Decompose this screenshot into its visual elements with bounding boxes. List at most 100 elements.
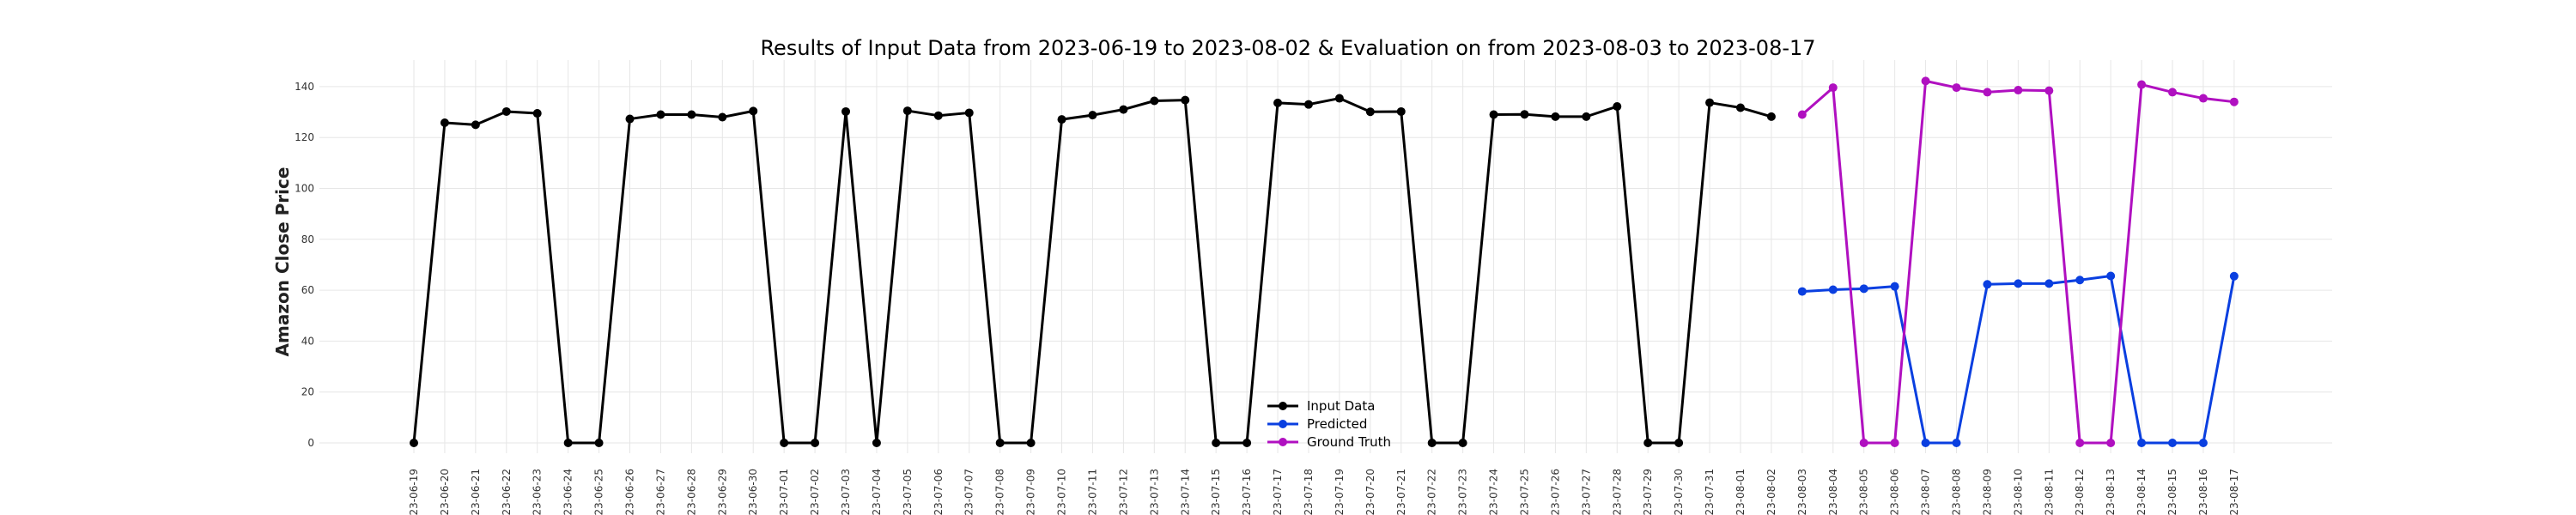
y-tick-label: 80 — [301, 233, 314, 245]
x-tick-label: -23-07-09 — [1025, 469, 1037, 515]
x-axis-ticks: -23-06-19 -23-06-20 -23-06-21 -23-06-22 -23-… — [408, 469, 2240, 515]
legend-entry: Predicted — [1267, 416, 1367, 432]
x-tick-label: -23-07-11 — [1086, 469, 1098, 515]
y-tick-label: 100 — [295, 183, 314, 195]
data-point — [501, 106, 511, 116]
data-point — [1890, 439, 1899, 447]
x-tick-label: -23-07-31 — [1704, 469, 1716, 515]
data-point — [532, 109, 542, 118]
x-tick-label: -23-07-17 — [1272, 469, 1284, 515]
x-tick-label: -23-07-23 — [1457, 469, 1469, 515]
x-tick-label: 023-08-15 — [2166, 469, 2178, 515]
data-point — [2075, 276, 2085, 285]
data-point — [1119, 105, 1128, 114]
series-input-data — [410, 94, 1776, 447]
data-point — [656, 110, 665, 119]
x-tick-label: -23-07-24 — [1488, 469, 1500, 515]
x-tick-label: -23-07-16 — [1241, 469, 1253, 515]
data-point — [1828, 83, 1838, 93]
legend-label: Ground Truth — [1307, 434, 1391, 450]
legend-entry: Ground Truth — [1267, 434, 1391, 450]
data-point — [2075, 439, 2085, 447]
x-tick-label: -23-06-27 — [654, 469, 666, 515]
data-point — [2168, 439, 2178, 447]
x-tick-label: -23-07-01 — [778, 469, 790, 515]
data-point — [1766, 112, 1776, 121]
data-point — [563, 439, 573, 447]
data-point — [440, 118, 449, 128]
data-point — [471, 120, 480, 130]
x-tick-label: 023-08-13 — [2105, 469, 2117, 515]
data-point — [1396, 106, 1406, 116]
legend-entry: Input Data — [1267, 398, 1375, 414]
x-tick-label: -23-06-20 — [439, 469, 451, 515]
y-tick-label: 60 — [301, 284, 314, 296]
x-tick-label: -23-07-25 — [1518, 469, 1530, 515]
data-point — [625, 114, 635, 124]
y-tick-label: 0 — [307, 437, 314, 449]
x-tick-label: -23-06-26 — [624, 469, 636, 515]
x-tick-label: 023-08-07 — [1920, 469, 1932, 515]
x-tick-label: -23-07-14 — [1179, 469, 1191, 515]
data-point — [1057, 115, 1066, 124]
x-tick-label: -23-07-15 — [1210, 469, 1222, 515]
x-tick-label: 023-08-17 — [2228, 469, 2240, 515]
x-tick-label: -23-08-01 — [1735, 469, 1747, 515]
data-point — [687, 110, 696, 119]
data-point — [1643, 439, 1653, 447]
x-tick-label: -23-06-19 — [408, 469, 420, 515]
data-point — [2044, 86, 2054, 95]
data-point — [749, 106, 758, 116]
x-tick-label: -23-07-27 — [1580, 469, 1592, 515]
data-point — [1551, 112, 1560, 121]
data-point — [1983, 280, 1992, 289]
y-axis-label: Amazon Close Price — [272, 167, 293, 357]
x-tick-label: 023-08-16 — [2197, 469, 2209, 515]
data-point — [1582, 112, 1591, 121]
x-tick-label: -23-07-21 — [1395, 469, 1407, 515]
x-tick-label: -23-06-24 — [562, 469, 574, 515]
x-tick-label: -23-07-19 — [1334, 469, 1346, 515]
x-tick-label: 023-08-08 — [1951, 469, 1963, 515]
data-point — [1026, 439, 1036, 447]
x-tick-label: 023-08-10 — [2012, 469, 2024, 515]
data-point — [1952, 83, 1961, 93]
data-point — [1520, 110, 1529, 119]
x-tick-label: -23-06-21 — [470, 469, 482, 515]
x-tick-label: 023-08-11 — [2043, 469, 2055, 515]
x-tick-label: -23-07-08 — [994, 469, 1006, 515]
x-tick-label: -23-07-20 — [1364, 469, 1376, 515]
data-point — [2168, 88, 2178, 97]
data-point — [933, 111, 943, 120]
data-point — [902, 106, 912, 116]
x-tick-label: -23-07-06 — [933, 469, 945, 515]
x-tick-label: -23-06-23 — [532, 469, 544, 515]
series-group — [410, 76, 2239, 447]
legend-marker — [1279, 420, 1287, 428]
data-point — [1458, 439, 1467, 447]
y-tick-label: 40 — [301, 335, 314, 347]
data-point — [2137, 439, 2147, 447]
legend-marker — [1279, 402, 1287, 410]
data-point — [1334, 94, 1344, 103]
data-point — [1242, 439, 1252, 447]
data-point — [2014, 86, 2023, 95]
x-tick-label: 023-08-03 — [1796, 469, 1808, 515]
x-tick-label: -23-07-04 — [871, 469, 883, 515]
data-point — [2014, 279, 2023, 288]
x-tick-label: -23-07-13 — [1148, 469, 1160, 515]
data-point — [1365, 107, 1375, 117]
x-tick-label: -23-07-18 — [1303, 469, 1315, 515]
data-point — [1952, 439, 1961, 447]
data-point — [1735, 103, 1745, 112]
x-tick-label: -23-08-02 — [1765, 469, 1777, 515]
data-point — [1613, 102, 1622, 112]
data-point — [1890, 282, 1899, 291]
data-point — [2198, 94, 2208, 103]
data-point — [718, 112, 727, 122]
data-point — [1212, 439, 1221, 447]
data-point — [1921, 76, 1930, 86]
x-tick-label: -23-07-28 — [1611, 469, 1623, 515]
data-point — [780, 439, 789, 447]
